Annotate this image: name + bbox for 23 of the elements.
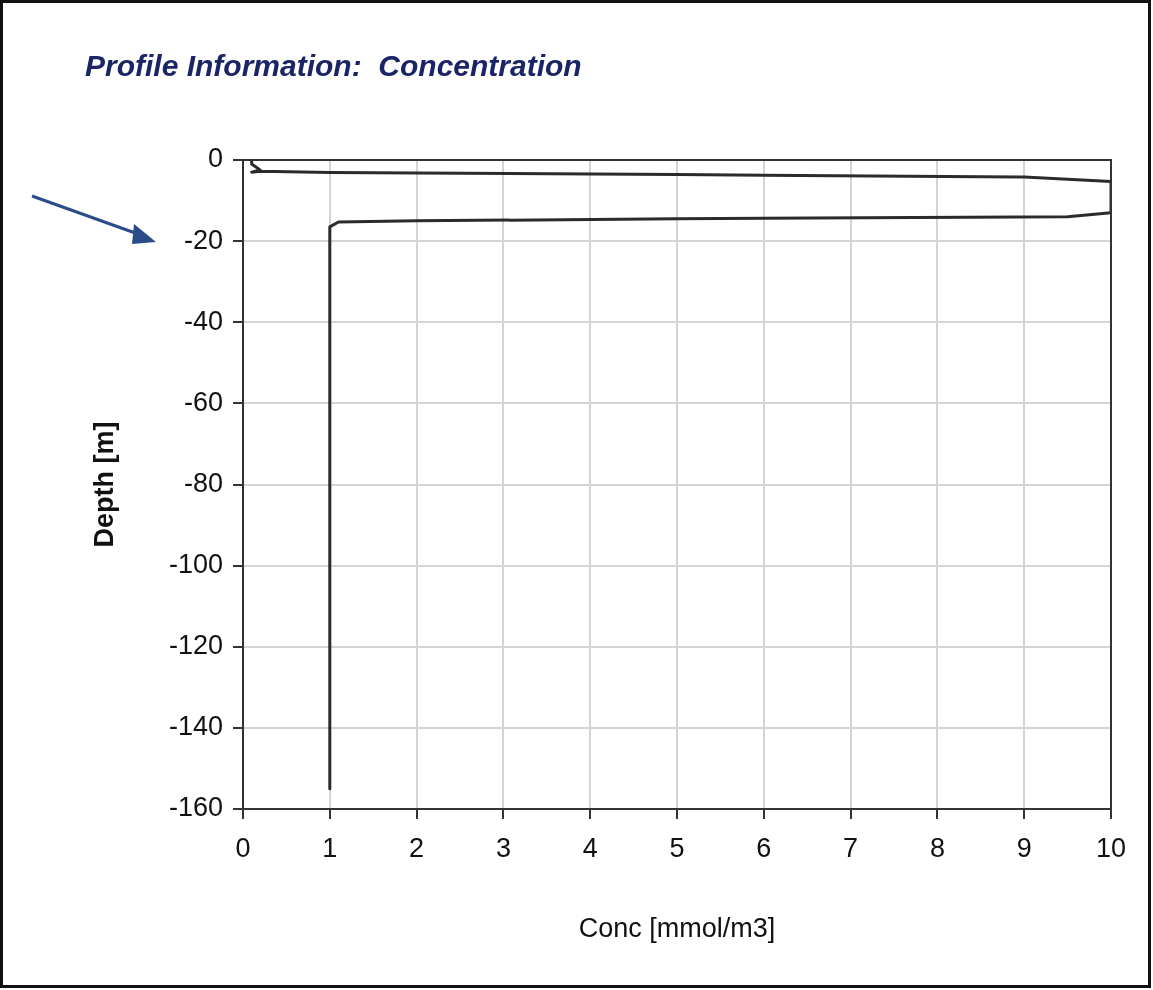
y-tick-label: -80 <box>183 467 223 498</box>
y-tick-label: -60 <box>183 386 223 417</box>
chart-title: Profile Information: Concentration <box>85 49 582 83</box>
y-tick-label: -100 <box>168 549 223 580</box>
y-tick-label: -40 <box>183 305 223 336</box>
y-tick-label: -160 <box>168 792 223 823</box>
x-tick-label: 2 <box>409 832 425 863</box>
x-tick-label: 7 <box>843 832 859 863</box>
x-axis-title: Conc [mmol/m3] <box>578 913 776 944</box>
x-tick-label: 9 <box>1016 832 1032 863</box>
x-tick-label: 5 <box>669 832 685 863</box>
x-tick-label: 3 <box>495 832 511 863</box>
x-tick-label: 8 <box>929 832 945 863</box>
x-tick-label: 0 <box>235 832 251 863</box>
y-axis-title: Depth [m] <box>88 421 119 548</box>
y-tick-label: -20 <box>183 224 223 255</box>
y-tick-label: -140 <box>168 711 223 742</box>
y-tick-label: 0 <box>207 143 223 174</box>
x-tick-label: 10 <box>1095 832 1127 863</box>
x-tick-label: 4 <box>582 832 598 863</box>
x-tick-label: 6 <box>756 832 772 863</box>
x-tick-label: 1 <box>322 832 338 863</box>
y-tick-label: -120 <box>168 630 223 661</box>
